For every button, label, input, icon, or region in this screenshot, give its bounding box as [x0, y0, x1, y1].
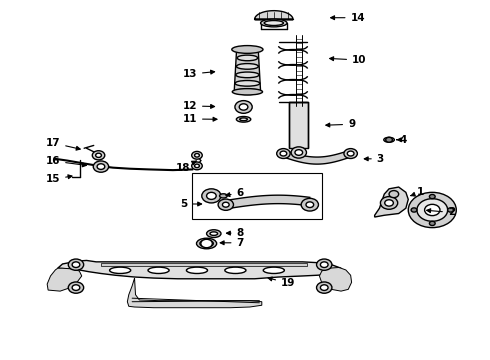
Circle shape: [320, 285, 328, 291]
Circle shape: [317, 259, 332, 270]
Circle shape: [207, 192, 216, 199]
Circle shape: [429, 221, 435, 225]
Polygon shape: [283, 150, 351, 164]
Ellipse shape: [384, 137, 394, 142]
Ellipse shape: [236, 64, 258, 69]
Text: 16: 16: [46, 156, 86, 167]
Polygon shape: [58, 260, 341, 279]
Ellipse shape: [236, 72, 259, 78]
Circle shape: [235, 101, 252, 113]
Ellipse shape: [200, 240, 213, 247]
Ellipse shape: [240, 118, 247, 121]
Text: 1: 1: [411, 187, 424, 197]
Circle shape: [320, 262, 328, 267]
Circle shape: [97, 164, 105, 170]
Text: 7: 7: [220, 238, 244, 248]
Circle shape: [195, 154, 199, 157]
Circle shape: [192, 152, 202, 159]
Circle shape: [277, 149, 290, 158]
Text: 5: 5: [180, 199, 201, 209]
Text: 10: 10: [330, 55, 367, 65]
Polygon shape: [375, 187, 408, 217]
Bar: [192, 173, 322, 219]
Ellipse shape: [220, 194, 227, 198]
Circle shape: [96, 153, 101, 157]
Polygon shape: [255, 11, 293, 19]
Polygon shape: [289, 102, 308, 148]
Circle shape: [295, 150, 303, 155]
Circle shape: [72, 285, 80, 291]
Ellipse shape: [232, 46, 263, 53]
Circle shape: [380, 197, 398, 209]
Circle shape: [92, 151, 105, 160]
Ellipse shape: [232, 89, 263, 95]
Circle shape: [68, 282, 84, 293]
Circle shape: [201, 239, 212, 248]
Text: 17: 17: [46, 138, 80, 150]
Circle shape: [425, 204, 440, 216]
Circle shape: [68, 259, 84, 270]
Circle shape: [429, 194, 435, 199]
Circle shape: [195, 164, 199, 168]
Ellipse shape: [148, 267, 169, 274]
Text: 11: 11: [183, 114, 217, 124]
Circle shape: [386, 137, 392, 142]
Ellipse shape: [263, 267, 284, 274]
Text: 14: 14: [331, 13, 365, 23]
Circle shape: [93, 161, 109, 172]
Ellipse shape: [186, 267, 208, 274]
Circle shape: [280, 151, 287, 156]
Polygon shape: [127, 278, 262, 308]
Polygon shape: [319, 267, 352, 291]
Circle shape: [448, 208, 453, 212]
Text: 4: 4: [397, 135, 407, 145]
Circle shape: [385, 200, 393, 206]
Circle shape: [218, 199, 233, 210]
Text: 15: 15: [46, 174, 72, 184]
Ellipse shape: [236, 117, 251, 122]
Ellipse shape: [225, 267, 246, 274]
Circle shape: [202, 189, 221, 203]
Polygon shape: [226, 195, 310, 209]
Ellipse shape: [196, 238, 217, 249]
Circle shape: [222, 202, 229, 207]
Text: 6: 6: [226, 188, 244, 198]
Ellipse shape: [264, 21, 283, 26]
Text: 12: 12: [183, 101, 215, 111]
Circle shape: [389, 190, 399, 198]
Ellipse shape: [210, 232, 218, 235]
Polygon shape: [47, 268, 82, 291]
Ellipse shape: [237, 55, 258, 61]
Text: 13: 13: [183, 69, 215, 79]
Circle shape: [291, 147, 306, 158]
Circle shape: [192, 162, 202, 170]
Circle shape: [239, 104, 248, 110]
Circle shape: [301, 198, 319, 211]
Circle shape: [411, 208, 417, 212]
Text: 18: 18: [176, 161, 196, 173]
Polygon shape: [101, 263, 307, 266]
Text: 19: 19: [268, 277, 295, 288]
Ellipse shape: [234, 89, 261, 95]
Ellipse shape: [207, 230, 221, 238]
Circle shape: [408, 192, 456, 228]
Text: 9: 9: [326, 119, 355, 129]
Circle shape: [306, 202, 314, 207]
Circle shape: [344, 149, 357, 158]
Ellipse shape: [261, 19, 287, 27]
Ellipse shape: [110, 267, 131, 274]
Polygon shape: [234, 49, 261, 92]
Circle shape: [317, 282, 332, 293]
Circle shape: [417, 199, 448, 221]
Text: 8: 8: [226, 228, 244, 238]
Circle shape: [72, 262, 80, 267]
Text: 2: 2: [427, 207, 455, 217]
Ellipse shape: [235, 81, 260, 86]
Circle shape: [347, 151, 354, 156]
Text: 3: 3: [364, 154, 384, 164]
